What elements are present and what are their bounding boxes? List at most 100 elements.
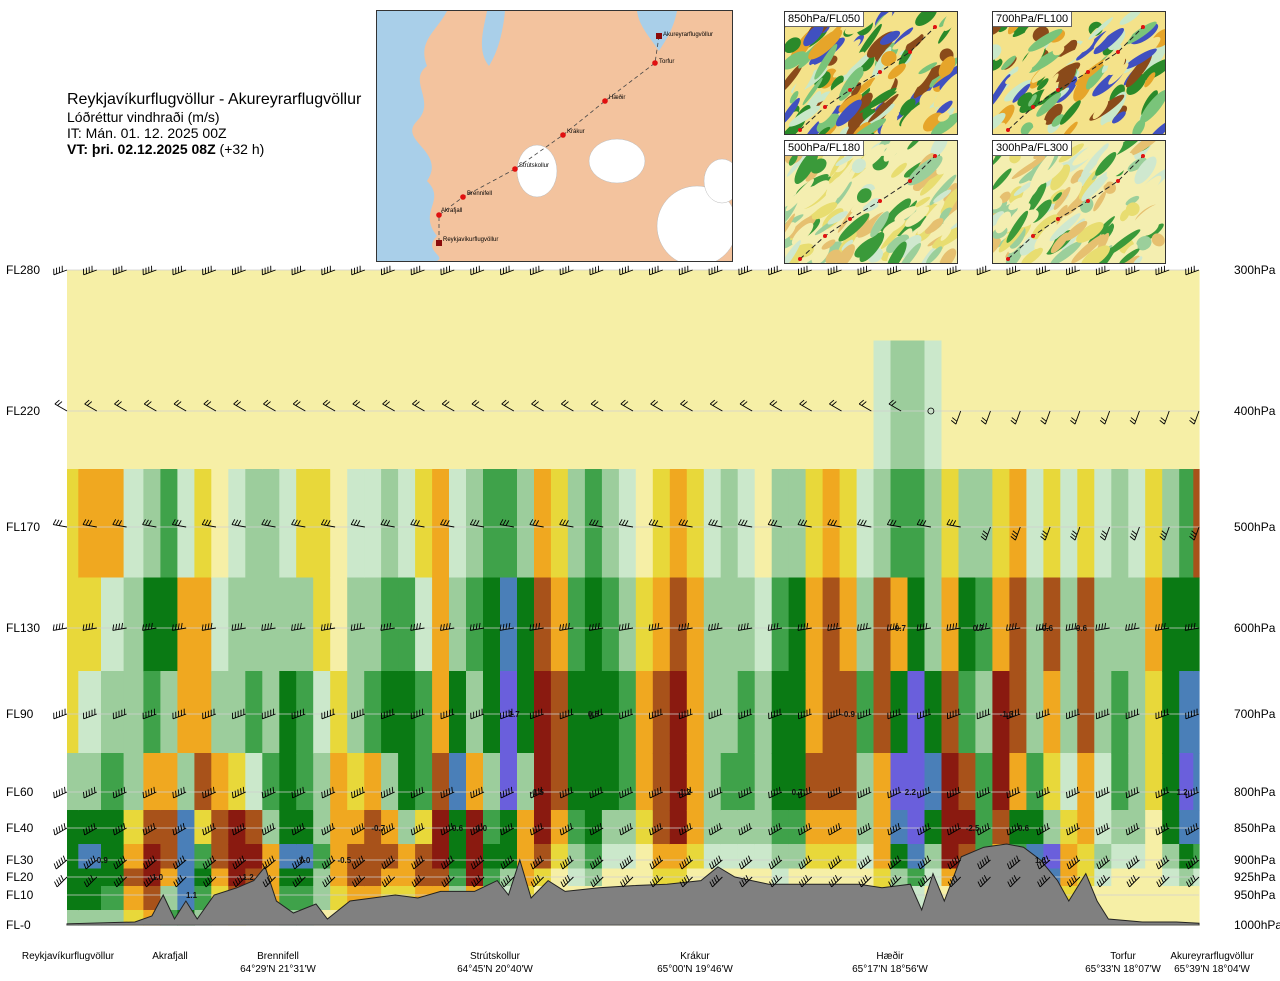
field-cell (364, 577, 382, 672)
field-cell (873, 340, 892, 470)
value-label: 0.6 (452, 824, 464, 833)
field-cell (924, 577, 943, 672)
wind-barb (738, 855, 753, 870)
field-blob (1094, 246, 1116, 263)
wind-barb (739, 399, 753, 412)
value-label: 1.7 (509, 710, 521, 719)
field-cell (330, 810, 348, 845)
field-blob (785, 213, 795, 240)
field-cell (1145, 577, 1163, 672)
field-cell (483, 270, 501, 342)
wind-barb (1099, 410, 1111, 425)
wind-barb (649, 874, 664, 888)
field-cell (364, 469, 382, 579)
wind-barb (84, 399, 98, 412)
field-blob (1011, 156, 1046, 180)
field-blob (1051, 114, 1065, 127)
field-cell (160, 810, 178, 845)
wind-barb (470, 265, 485, 276)
field-cell (941, 844, 960, 870)
wind-barb (917, 786, 932, 799)
field-cell (500, 270, 518, 342)
field-blob (940, 187, 957, 216)
field-blob (835, 99, 862, 127)
wind-barb (1185, 708, 1200, 720)
field-cell (1111, 886, 1129, 911)
wind-barb (470, 708, 485, 720)
field-cell (567, 868, 586, 887)
field-cell (1060, 577, 1078, 672)
station-name: Torfur (1110, 951, 1136, 962)
field-blob (830, 75, 844, 92)
field-cell (211, 844, 229, 870)
field-cell (584, 868, 603, 887)
field-cell (534, 844, 552, 870)
wind-barb (708, 708, 723, 720)
field-cell (123, 886, 144, 911)
field-cell (924, 844, 943, 870)
field-cell (262, 844, 280, 870)
wind-barb (471, 399, 485, 412)
wind-barb (709, 874, 723, 888)
field-cell (618, 753, 637, 811)
field-cell (67, 469, 79, 579)
wind-barb (529, 622, 544, 631)
field-blob (1049, 213, 1081, 242)
field-cell (347, 469, 365, 579)
field-cell (1077, 469, 1095, 579)
field-cell (517, 270, 535, 342)
field-cell (67, 910, 79, 926)
field-cell (601, 270, 620, 342)
wind-barb (171, 622, 187, 631)
field-cell (449, 340, 467, 470)
field-cell (228, 270, 246, 342)
value-label: 1.1 (186, 891, 198, 900)
wind-barb (738, 708, 753, 720)
flight-level-label: FL40 (6, 821, 34, 835)
field-cell (601, 868, 620, 887)
field-cell (550, 753, 569, 811)
wind-barb (53, 823, 68, 836)
wind-barb (976, 786, 991, 799)
field-blob (1006, 210, 1029, 243)
field-blob (917, 247, 935, 263)
value-label: -1.5 (530, 788, 544, 797)
wind-barb (529, 519, 544, 528)
field-cell (720, 469, 739, 579)
wind-barb (798, 265, 812, 276)
field-cell (1162, 340, 1180, 470)
field-blob (1102, 46, 1131, 66)
wind-barb (173, 399, 187, 412)
station-coordinate: 65°39'N 18°04'W (1174, 964, 1250, 975)
airport-marker (656, 33, 662, 39)
field-cell (517, 671, 535, 754)
waypoint-marker (823, 234, 827, 238)
wind-barb (559, 519, 574, 528)
field-blob (789, 90, 799, 104)
field-cell (279, 671, 297, 754)
wind-barb (679, 855, 693, 870)
wind-barb (798, 855, 813, 870)
field-blob (924, 218, 944, 234)
field-blob (825, 176, 842, 197)
field-cell (754, 753, 773, 811)
field-cell (160, 671, 178, 754)
field-blob (898, 150, 931, 175)
field-cell (1043, 753, 1061, 811)
field-blob (810, 158, 827, 174)
field-cell (839, 844, 858, 870)
field-cell (177, 270, 195, 342)
pressure-level-label: 850hPa (1234, 821, 1276, 835)
field-cell (635, 270, 654, 342)
field-cell (67, 753, 79, 811)
wind-barb (738, 265, 753, 276)
field-cell (975, 469, 993, 579)
field-blob (1013, 181, 1033, 196)
field-cell (822, 270, 841, 342)
wind-barb (709, 855, 723, 870)
wind-barb (1066, 265, 1080, 276)
field-blob (1151, 233, 1165, 247)
wind-barb (143, 399, 157, 412)
station-name: Strútskollur (470, 951, 521, 962)
field-cell (432, 671, 450, 754)
